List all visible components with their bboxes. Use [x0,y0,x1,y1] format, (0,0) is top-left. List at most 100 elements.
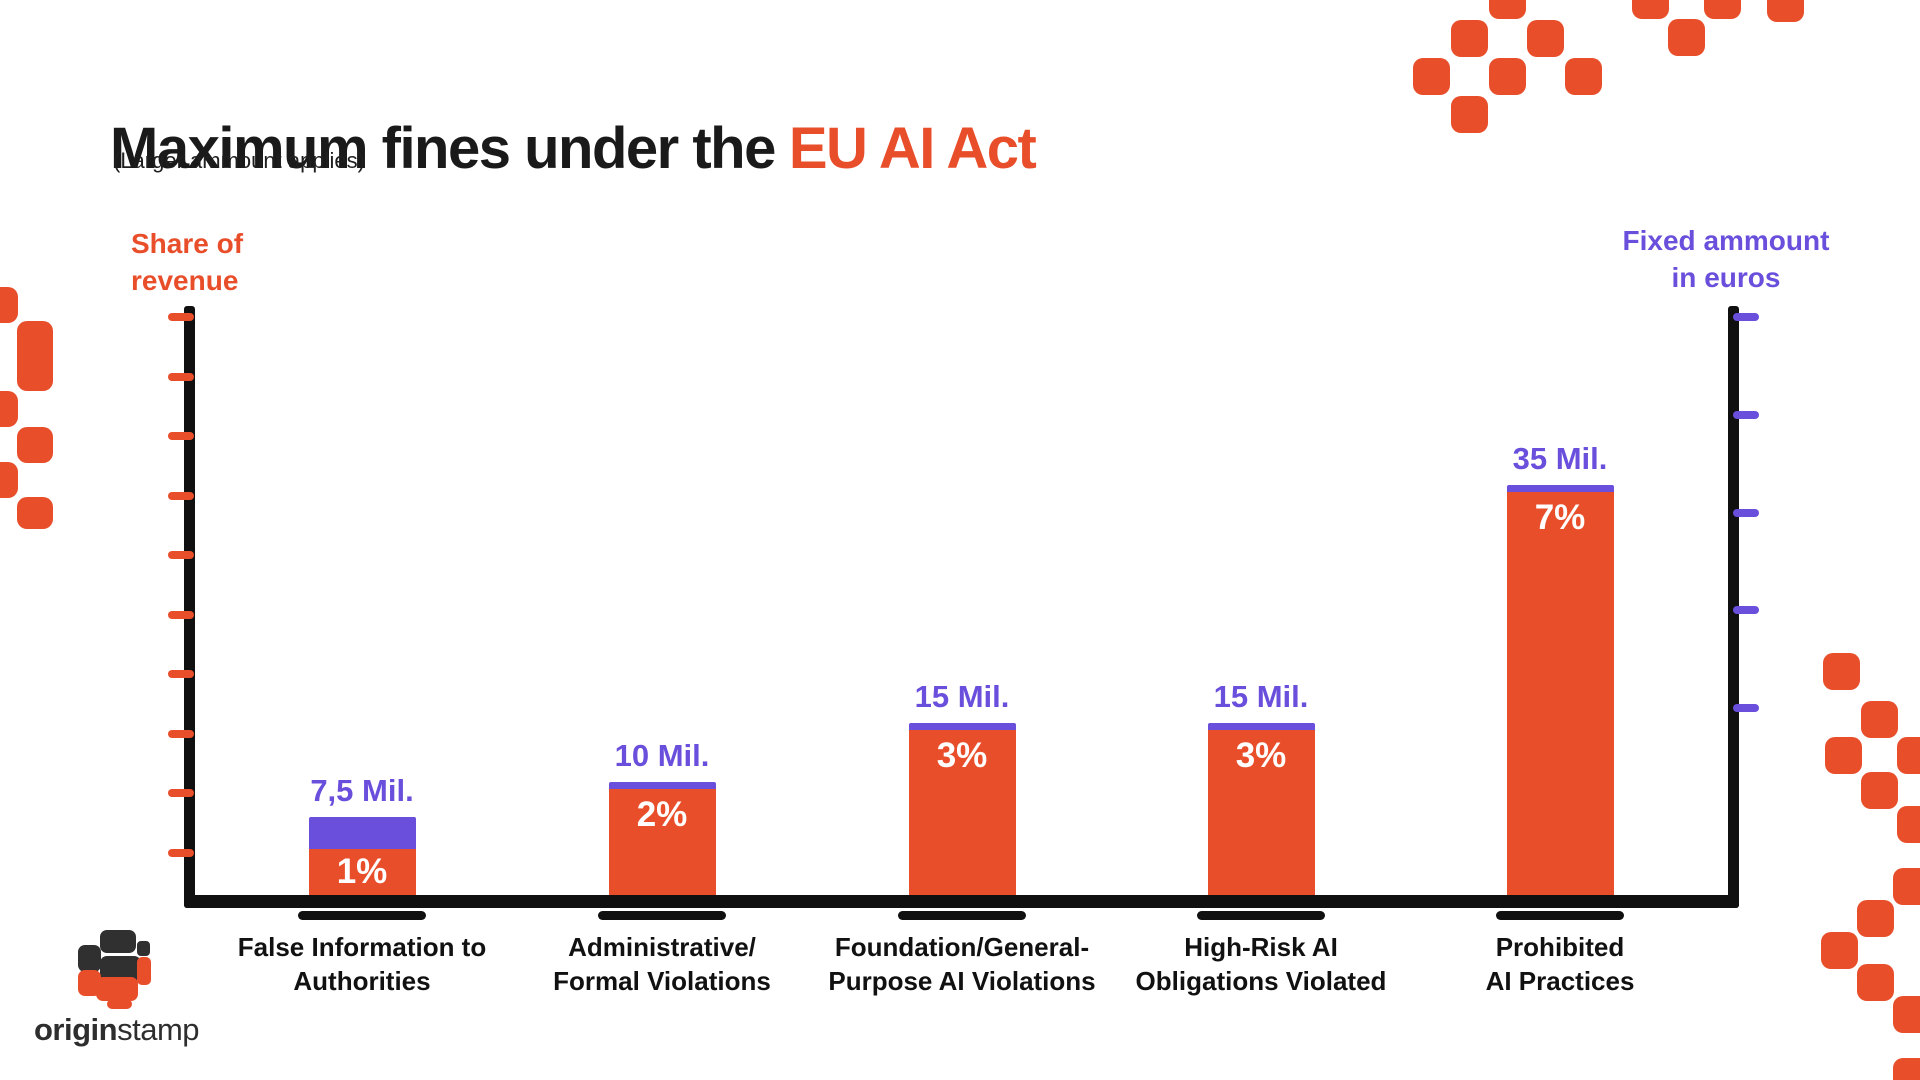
bar-revenue-share-segment [608,789,716,897]
right-axis-title: Fixed ammount in euros [1622,225,1830,293]
pixel-square [1704,0,1741,19]
pixel-square [1857,964,1894,1001]
right-axis-tick [1733,704,1759,713]
left-axis-tick [168,670,194,678]
pixel-square [1857,900,1894,937]
category-underline [598,911,726,920]
category-label: Administrative/Formal Violations [462,930,862,998]
bottom-axis-line [184,895,1739,908]
left-axis-tick [168,432,194,440]
bar-percent-label: 1% [336,851,388,891]
pixel-square [0,391,18,427]
bar-fixed-amount-segment [308,817,416,849]
bar-fixed-amount-label: 15 Mil. [914,678,1010,714]
category-label-line: Administrative/ [568,932,756,962]
left-axis-title: Share of revenue [131,228,244,296]
pixel-square [0,462,18,498]
pixel-square [1897,737,1920,774]
category-label-line: Prohibited [1495,932,1625,962]
bar-revenue-share-segment [908,729,1016,897]
left-axis-tick [168,848,194,857]
category-label-line: Purpose AI Violations [828,966,1096,996]
pixel-square [1825,737,1862,774]
category-underline [1197,911,1325,920]
bar-fixed-amount-segment [908,722,1016,730]
category-underline [298,911,426,920]
pixel-square [1861,772,1898,809]
category-label: High-Risk AI Obligations Violated [1061,930,1461,998]
page-title: Maximum fines under the EU AI Act [110,115,1037,182]
pixel-square [1821,932,1858,969]
right-axis-tick [1733,410,1759,419]
logo-pixel-orange [107,999,132,1009]
pixel-square [1565,58,1602,95]
category-label: Foundation/General- Purpose AI Violations [762,930,1162,998]
title-black-part: Maximum fines under the [110,115,776,181]
pixel-square [1897,806,1920,843]
right-axis-tick [1733,508,1759,517]
right-axis-tick [1733,313,1759,321]
pixel-square [1668,19,1705,56]
left-axis-tick [168,610,194,619]
category-label-line: Obligations Violated [1135,966,1387,996]
pixel-square [1861,701,1898,738]
pixel-square [0,287,18,323]
logo-pixel-orange [78,970,101,996]
logo-pixel-orange [96,977,138,1001]
bar-fixed-amount-label: 10 Mil. [614,738,710,773]
right-axis-tick [1733,606,1759,615]
category-label-line: Authorities [293,966,431,996]
pixel-square [1527,20,1564,57]
bar-fixed-amount-segment [1506,484,1614,492]
bar-fixed-amount-label: 35 Mil. [1512,440,1608,476]
left-axis-line [184,306,195,908]
logo-pixel-dark [78,945,101,972]
pixel-square [1893,868,1920,905]
left-axis-tick [168,491,194,500]
category-label-line: AI Practices [1485,966,1635,996]
logo-pixel-dark [137,941,150,956]
pixel-square [17,497,53,529]
logo-pixel-dark [100,956,141,981]
category-label-line: Formal Violations [553,966,771,996]
pixel-square [1413,58,1450,95]
left-axis-tick [168,729,194,738]
left-axis-tick [168,551,194,559]
logo-pixel-orange [137,957,151,985]
bar-revenue-share-segment [1506,491,1614,897]
logo-pixel-dark [100,930,136,953]
pixel-square [17,321,53,391]
pixel-square [1767,0,1804,22]
category-label-line: High-Risk AI [1184,932,1338,962]
bar-fixed-amount-label: 7,5 Mil. [310,773,414,809]
bar-percent-label: 2% [636,795,688,834]
pixel-square [1451,96,1488,133]
bar-revenue-share-segment [1207,729,1315,897]
bar-fixed-amount-segment [608,782,716,789]
pixel-square [1489,58,1526,95]
category-label: False Information to Authorities [162,930,562,998]
title-accent-part: EU AI Act [788,115,1037,181]
pixel-square [1632,0,1669,19]
pixel-square [1893,996,1920,1033]
category-label-line: Foundation/General- [834,932,1090,962]
bar-revenue-share-segment [308,848,416,897]
pixel-square [1451,20,1488,57]
left-axis-tick [168,789,194,797]
bar-percent-label: 3% [936,735,988,775]
category-underline [898,911,1026,920]
bar-percent-label: 7% [1534,497,1586,537]
category-underline [1496,911,1624,920]
bar-fixed-amount-label: 15 Mil. [1213,678,1309,714]
category-label: Prohibited AI Practices [1360,930,1760,998]
bar-fixed-amount-segment [1207,722,1315,730]
pixel-square [17,427,53,463]
pixel-square [1489,0,1526,19]
category-label-line: False Information to [237,932,487,962]
bar-percent-label: 3% [1235,735,1287,775]
pixel-square [1893,1058,1920,1080]
left-axis-tick [168,372,194,381]
left-axis-tick [168,313,194,321]
originstamp-logo-text: originstamp [34,1012,200,1047]
